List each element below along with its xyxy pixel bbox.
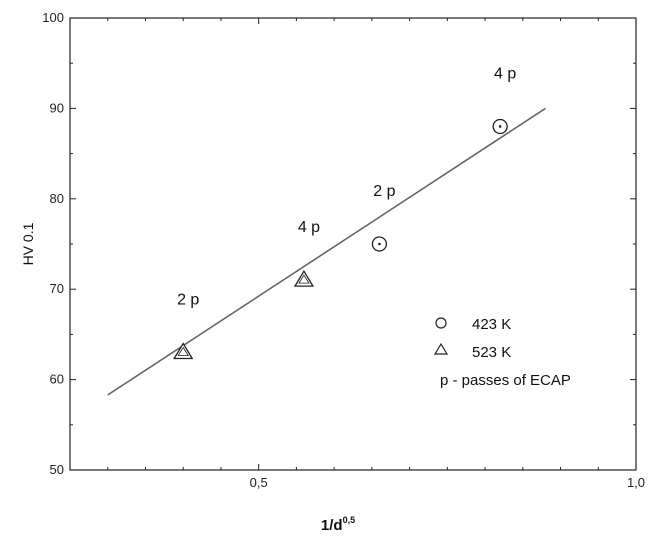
point-labels: 2 p 4 p 2 p 4 p xyxy=(177,65,516,308)
data-point-triangle-inner xyxy=(177,346,189,356)
data-point-center-dot xyxy=(498,125,502,128)
y-tick-label: 90 xyxy=(50,100,64,115)
y-tick-labels: 50 60 70 80 90 100 xyxy=(42,10,64,477)
point-annotation: 4 p xyxy=(298,219,320,236)
y-tick-label: 60 xyxy=(50,372,64,387)
x-axis-title-superscript: 0,5 xyxy=(343,515,356,525)
point-annotation: 2 p xyxy=(177,291,199,308)
point-annotation: 4 p xyxy=(494,65,516,82)
legend-circle-marker xyxy=(435,317,447,329)
legend-triangle-marker xyxy=(433,342,449,355)
x-axis-title-base: 1/d xyxy=(321,517,343,534)
legend: 423 K 523 K p - passes of ECAP xyxy=(433,316,571,389)
point-annotation: 2 p xyxy=(373,183,395,200)
data-points xyxy=(173,118,508,360)
y-tick-label: 80 xyxy=(50,191,64,206)
data-point-triangle xyxy=(293,269,315,287)
data-point-center-dot xyxy=(378,242,381,246)
x-tick-label: 1,0 xyxy=(627,475,645,490)
x-axis-title: 1/d0,5 xyxy=(321,515,355,534)
x-tick-labels: 0,5 1,0 xyxy=(250,475,645,490)
legend-note: p - passes of ECAP xyxy=(440,372,571,389)
data-point-triangle-inner xyxy=(298,274,310,284)
y-tick-label: 70 xyxy=(50,281,64,296)
y-axis-title: HV 0.1 xyxy=(20,222,36,265)
legend-label-523k: 523 K xyxy=(472,344,511,361)
y-tick-label: 100 xyxy=(42,10,64,25)
legend-label-423k: 423 K xyxy=(472,316,511,333)
plot-frame xyxy=(69,17,637,471)
axis-ticks xyxy=(70,17,637,471)
y-tick-label: 50 xyxy=(50,462,64,477)
data-point-triangle xyxy=(173,342,194,360)
x-tick-label: 0,5 xyxy=(250,475,268,490)
